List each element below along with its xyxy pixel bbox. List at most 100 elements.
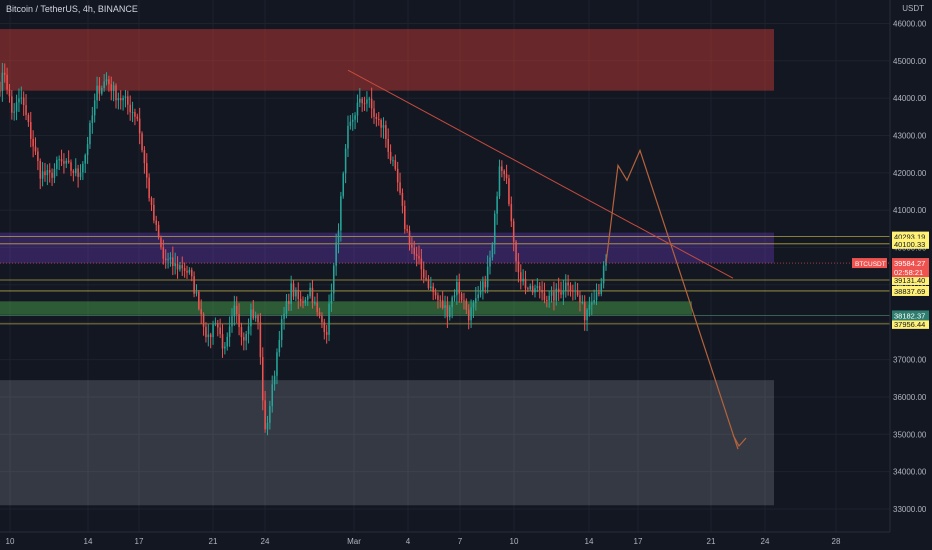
candle-body: [3, 72, 6, 75]
candle-body: [261, 357, 264, 401]
candle-body: [41, 171, 44, 179]
candle-body: [228, 326, 231, 337]
candle-body: [555, 288, 558, 301]
candle-body: [198, 291, 200, 310]
candle-body: [491, 244, 494, 258]
candle-body: [264, 400, 266, 430]
candle-body: [84, 155, 86, 164]
candle-body: [536, 285, 539, 289]
candle-body: [224, 346, 226, 349]
candle-body: [124, 96, 127, 98]
candle-body: [136, 116, 139, 119]
candle-body: [434, 292, 437, 296]
candle-body: [25, 105, 27, 116]
candle-body: [588, 304, 591, 310]
candle-body: [600, 283, 603, 294]
candle-body: [493, 213, 496, 245]
range-zone: [0, 232, 774, 264]
candle-body: [63, 161, 65, 164]
candle-body: [91, 115, 94, 124]
candle-body: [368, 98, 371, 100]
candle-body: [467, 309, 470, 321]
x-tick-label: 7: [458, 537, 463, 546]
candle-body: [269, 406, 271, 423]
candle-body: [74, 168, 77, 174]
candle-body: [318, 312, 321, 316]
candle-body: [176, 263, 179, 270]
candle-body: [129, 104, 131, 113]
candle-body: [217, 323, 219, 328]
candle-body: [299, 298, 302, 302]
candle-body: [316, 302, 318, 313]
candle-body: [143, 150, 146, 164]
level-tag: [892, 318, 929, 329]
candle-body: [271, 384, 273, 407]
candle-body: [444, 305, 446, 308]
candle-body: [522, 278, 524, 282]
candle-body: [6, 74, 8, 90]
x-tick-label: 14: [585, 537, 594, 546]
y-tick-label: 33000.00: [893, 505, 927, 514]
candle-body: [377, 118, 380, 120]
candle-body: [311, 287, 314, 304]
candle-body: [543, 292, 546, 300]
candle-body: [247, 326, 250, 335]
candle-body: [548, 295, 550, 301]
candle-body: [446, 305, 449, 318]
candle-body: [250, 309, 252, 327]
candle-body: [498, 166, 501, 197]
candle-body: [134, 112, 136, 117]
level-tag: [892, 238, 929, 249]
candle-body: [524, 278, 527, 289]
candle-body: [48, 170, 51, 173]
candle-body: [335, 242, 337, 266]
candle-body: [482, 281, 484, 292]
level-tag-label: 40100.33: [894, 240, 925, 249]
candle-body: [569, 285, 572, 291]
candle-body: [413, 247, 416, 255]
candle-body: [117, 98, 120, 101]
x-tick-label: 24: [761, 537, 770, 546]
candle-body: [259, 322, 262, 358]
candle-body: [430, 286, 432, 289]
candle-body: [470, 307, 472, 321]
candle-body: [451, 297, 453, 308]
candle-body: [193, 276, 195, 294]
candle-body: [209, 334, 212, 338]
level-tag-label: 37956.44: [894, 320, 925, 329]
candle-body: [581, 302, 584, 304]
candle-body: [557, 288, 560, 293]
candle-body: [37, 151, 39, 161]
candle-body: [340, 196, 342, 231]
candle-body: [190, 269, 193, 277]
candle-body: [347, 125, 349, 149]
y-tick-label: 44000.00: [893, 94, 927, 103]
candle-body: [359, 98, 361, 103]
candle-body: [515, 241, 517, 262]
candle-body: [373, 108, 375, 117]
candle-body: [20, 97, 23, 99]
candle-body: [579, 295, 581, 303]
candle-body: [325, 332, 328, 335]
candle-body: [439, 299, 442, 301]
candle-body: [591, 302, 593, 305]
candle-body: [221, 334, 224, 349]
candle-body: [148, 177, 150, 199]
candle-body: [202, 314, 205, 327]
candle-body: [188, 269, 191, 273]
candle-body: [333, 265, 335, 294]
candle-body: [226, 336, 229, 347]
candle-body: [546, 299, 548, 301]
x-tick-label: 21: [707, 537, 716, 546]
candle-body: [472, 303, 475, 308]
symbol-tag-label: BTCUSDT: [855, 261, 886, 268]
candle-body: [356, 102, 359, 116]
candle-body: [174, 263, 176, 267]
candle-body: [155, 220, 158, 225]
candle-body: [285, 301, 288, 314]
candle-body: [179, 265, 181, 270]
candle-body: [231, 316, 233, 327]
candle-body: [361, 98, 363, 104]
